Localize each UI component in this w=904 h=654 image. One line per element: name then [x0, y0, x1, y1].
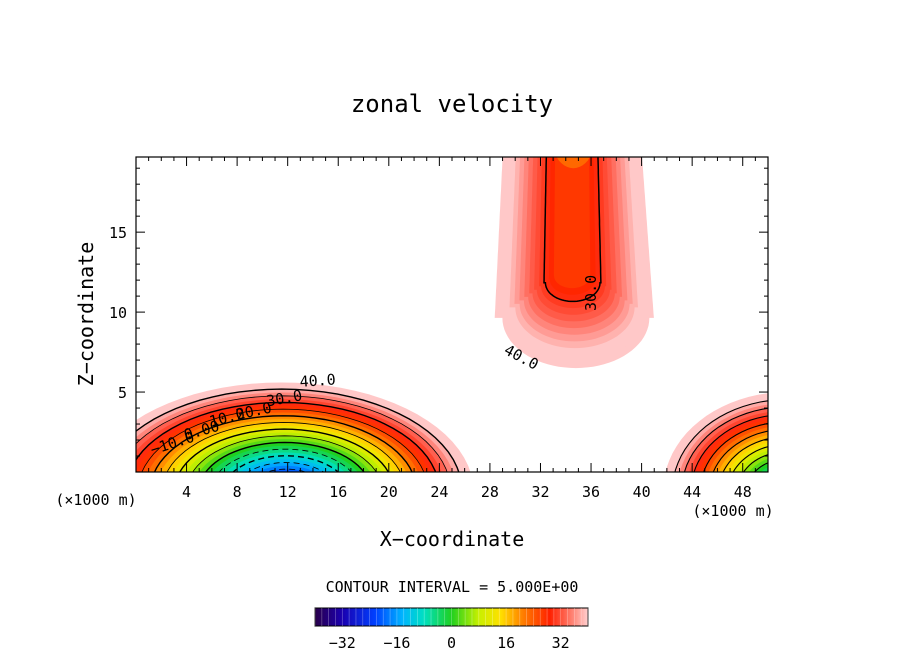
x-tick-label-5: 24: [430, 483, 448, 501]
x-unit-left: (×1000 m): [55, 491, 136, 509]
left-jet-contour-18: [204, 441, 365, 472]
colorbar-gradient: [314, 607, 589, 627]
right-jet-fill-7: [698, 419, 768, 472]
x-tick-label-2: 12: [279, 483, 297, 501]
x-tick-label-3: 16: [329, 483, 347, 501]
left-jet-contour-10: [153, 415, 413, 472]
chart-title: zonal velocity: [351, 90, 553, 118]
right-jet-fill-6: [694, 415, 768, 472]
left-jet-fill-26: [267, 469, 306, 472]
colorbar: −32 −16 0 16 32: [314, 607, 589, 652]
x-tick-label-7: 32: [531, 483, 549, 501]
right-jet-fill-2: [674, 400, 768, 472]
right-jet-fill-1: [670, 396, 768, 472]
y-axis-label: Z−coordinate: [74, 242, 98, 387]
right-jet-fill-8: [703, 423, 768, 472]
x-tick-label-10: 44: [683, 483, 701, 501]
colorbar-tick-label-2: 0: [447, 634, 456, 652]
upper-jet-contour-10: [543, 157, 602, 303]
right-jet-fill-9: [708, 427, 768, 472]
y-tick-label-1: 10: [109, 304, 127, 322]
left-jet-contour-6: [136, 401, 437, 472]
right-jet-fill-4: [684, 408, 768, 472]
contour-label-1: 30.0: [265, 386, 304, 410]
right-jet-fill-19: [760, 467, 768, 472]
y-tick-label-0: 5: [118, 384, 127, 402]
left-jet-contour-4: [136, 395, 448, 472]
colorbar-tick-label-4: 32: [552, 634, 570, 652]
x-tick-label-11: 48: [734, 483, 752, 501]
contour-label-6: 30.0: [582, 275, 600, 311]
left-jet-contour-20: [218, 448, 352, 472]
left-jet-contour-14: [179, 428, 390, 472]
x-axis-label: X−coordinate: [380, 527, 525, 551]
y-tick-label-2: 15: [109, 224, 127, 242]
right-jet-fill-3: [679, 404, 768, 472]
right-jet-contour-24: [775, 481, 800, 501]
x-tick-label-9: 40: [633, 483, 651, 501]
x-tick-label-1: 8: [233, 483, 242, 501]
contour-interval-label: CONTOUR INTERVAL = 5.000E+00: [326, 578, 579, 596]
colorbar-tick-label-0: −32: [329, 634, 356, 652]
right-jet-fill-24: [775, 481, 800, 501]
left-jet-contour-16: [192, 435, 377, 472]
left-jet-contour-12: [166, 422, 401, 472]
left-jet-contour-8: [141, 408, 425, 472]
right-jet-fill-23: [770, 478, 804, 505]
contour-label-0: 40.0: [299, 370, 336, 390]
colorbar-ticks: −32 −16 0 16 32: [329, 634, 570, 652]
colorbar-stripes: [314, 608, 589, 626]
x-tick-label-4: 20: [380, 483, 398, 501]
upper-jet-core: [556, 157, 590, 169]
colorbar-tick-label-3: 16: [497, 634, 515, 652]
upper-jet-fill-12: [553, 157, 591, 289]
contour-lines: [136, 157, 800, 501]
x-tick-label-0: 4: [182, 483, 191, 501]
x-unit-right: (×1000 m): [692, 502, 773, 520]
right-jet-fill-5: [689, 412, 768, 472]
x-tick-label-6: 28: [481, 483, 499, 501]
colorbar-tick-label-1: −16: [383, 634, 410, 652]
x-tick-label-8: 36: [582, 483, 600, 501]
left-jet-contour-2: [136, 388, 460, 472]
